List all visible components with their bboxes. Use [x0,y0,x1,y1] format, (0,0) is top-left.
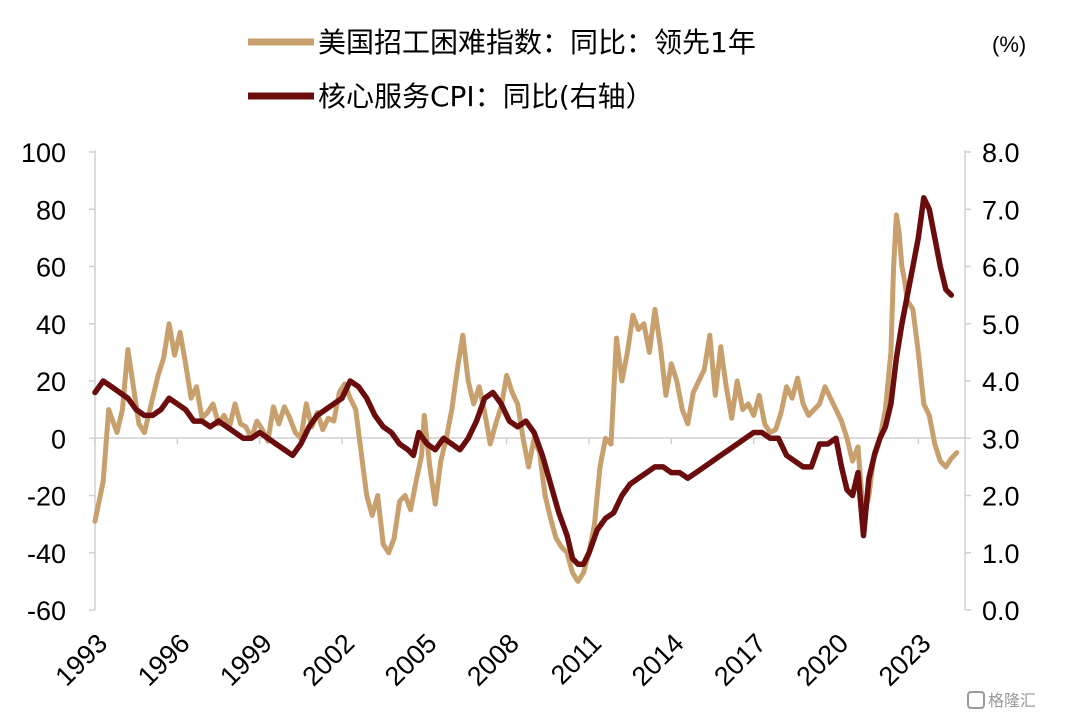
left-tick-label: 0 [51,424,66,454]
x-axis-ticks: 1993 1996 1999 2002 2005 2008 2011 2014 2017 2020… [50,438,937,692]
right-tick-label: 3.0 [982,424,1020,454]
series-line-core-services-cpi [92,195,955,567]
legend-label-hiring-difficulty: 美国招工困难指数：同比：领先1年 [318,26,756,59]
right-tick-label: 4.0 [982,367,1020,397]
right-tick-label: 0.0 [982,596,1020,626]
x-tick-label: 2014 [626,628,690,692]
x-tick-label: 1993 [50,628,114,692]
right-tick-label: 6.0 [982,253,1020,283]
left-tick-label: 80 [36,195,66,225]
x-tick-label: 2020 [791,628,855,692]
right-tick-label: 7.0 [982,195,1020,225]
left-tick-label: -40 [27,539,66,569]
left-axis-ticks: 100 80 60 40 20 0 -20 -40 -60 [21,138,95,626]
right-tick-label: 1.0 [982,539,1020,569]
series-line-hiring-difficulty [92,212,960,584]
x-tick-label: 2011 [545,628,607,690]
watermark-logo-icon [967,691,985,709]
x-tick-label: 2002 [297,628,361,692]
axes [94,150,966,610]
legend: 美国招工困难指数：同比：领先1年 核心服务CPI：同比(右轴） [248,26,756,113]
x-tick-label: 1999 [214,628,278,692]
x-tick-label: 2017 [708,628,772,692]
left-tick-label: -20 [27,482,66,512]
left-tick-label: 40 [36,310,66,340]
x-tick-label: 2005 [379,628,443,692]
x-tick-label: 2008 [461,628,525,692]
left-tick-label: -60 [27,596,66,626]
right-tick-label: 2.0 [982,482,1020,512]
x-tick-label: 2023 [873,628,937,692]
right-tick-label: 5.0 [982,310,1020,340]
watermark: 格隆汇 [967,691,1036,710]
unit-label: (%) [992,32,1026,57]
x-tick-label: 1996 [132,628,196,692]
left-tick-label: 100 [21,138,66,168]
right-axis-ticks: 8.0 7.0 6.0 5.0 4.0 3.0 2.0 1.0 0.0 [965,138,1020,626]
left-tick-label: 20 [36,367,66,397]
right-tick-label: 8.0 [982,138,1020,168]
series-layer [92,195,960,584]
legend-label-core-services-cpi: 核心服务CPI：同比(右轴） [318,80,654,113]
left-tick-label: 60 [36,253,66,283]
watermark-text: 格隆汇 [988,691,1036,710]
